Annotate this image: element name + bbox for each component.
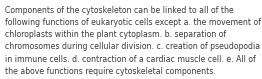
Text: chromosomes during cellular division. c. creation of pseudopodia: chromosomes during cellular division. c.… <box>5 42 260 51</box>
Text: Components of the cytoskeleton can be linked to all of the: Components of the cytoskeleton can be li… <box>5 6 233 15</box>
Text: the above functions require cytoskeletal components.: the above functions require cytoskeletal… <box>5 67 216 76</box>
Text: following functions of eukaryotic cells except a. the movement of: following functions of eukaryotic cells … <box>5 18 261 27</box>
Text: in immune cells. d. contraction of a cardiac muscle cell. e. All of: in immune cells. d. contraction of a car… <box>5 55 255 64</box>
Text: chloroplasts within the plant cytoplasm. b. separation of: chloroplasts within the plant cytoplasm.… <box>5 30 226 39</box>
